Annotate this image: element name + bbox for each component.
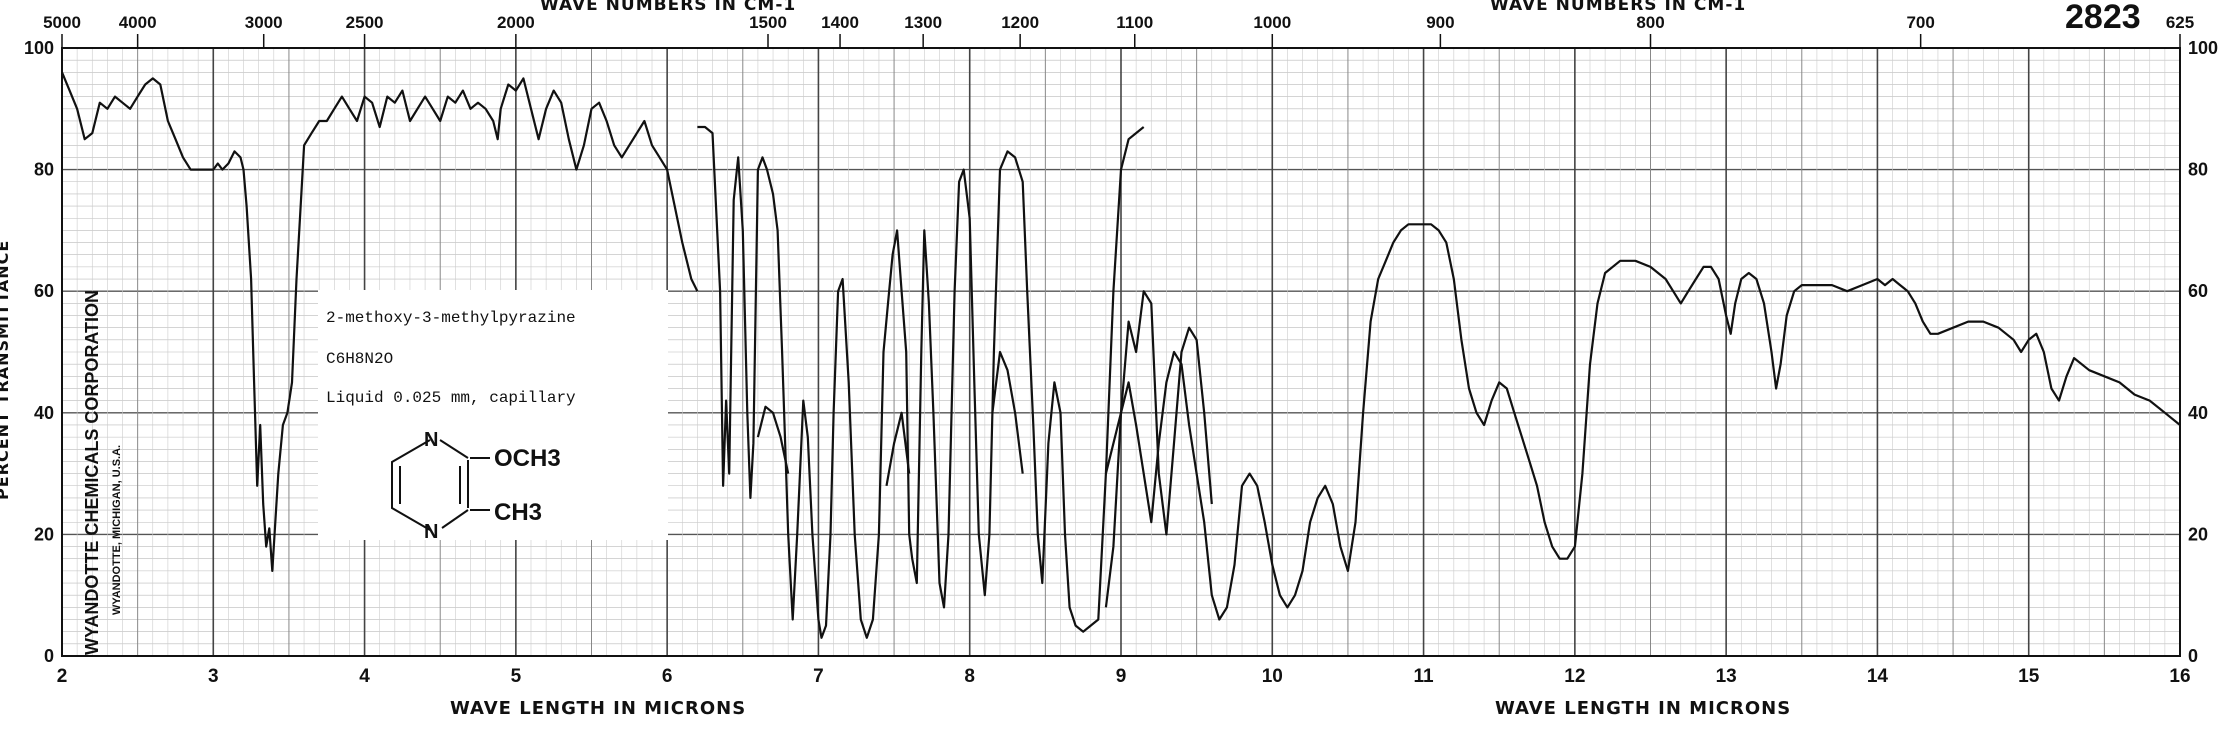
top-tick-label: 2000 xyxy=(497,13,535,32)
x-tick-label: 14 xyxy=(1867,666,1889,687)
top-tick-label: 1000 xyxy=(1253,13,1291,32)
top-axis-ticks: 5000 4000 3000 2500 2000 1500 1400 1300 1200 1100… xyxy=(43,13,2194,48)
x-tick-label: 16 xyxy=(2169,666,2190,687)
sample-conditions: Liquid 0.025 mm, capillary xyxy=(326,389,576,407)
sample-box-background xyxy=(318,290,668,540)
y-tick-label-left: 100 xyxy=(24,38,54,58)
ring-left-bonds xyxy=(391,439,431,531)
x-tick-label: 15 xyxy=(2018,666,2040,687)
y-tick-label-right: 40 xyxy=(2188,403,2208,423)
x-tick-label: 7 xyxy=(813,666,824,687)
spectrum-trace-secondary xyxy=(1104,290,1213,608)
top-tick-label: 800 xyxy=(1636,13,1664,32)
top-tick-label: 1300 xyxy=(904,13,942,32)
top-tick-label: 3000 xyxy=(245,13,283,32)
top-tick-label: 1400 xyxy=(821,13,859,32)
left-axis-ticks: 0 20 40 60 80 100 xyxy=(24,38,54,666)
ring-top-right-bond xyxy=(439,439,469,459)
x-tick-label: 13 xyxy=(1716,666,1737,687)
spectrum-trace-main xyxy=(60,71,699,572)
spectrum-trace-main xyxy=(697,125,1145,639)
top-tick-label: 1100 xyxy=(1116,13,1153,32)
manufacturer-location: WYANDOTTE, MICHIGAN, U.S.A. xyxy=(111,445,123,615)
structure-och3: OCH3 xyxy=(494,445,561,472)
x-tick-label: 10 xyxy=(1262,666,1283,687)
x-tick-label: 5 xyxy=(511,666,522,687)
top-tick-label: 625 xyxy=(2166,13,2194,32)
y-tick-label-left: 40 xyxy=(34,403,54,423)
x-tick-label: 8 xyxy=(964,666,975,687)
top-axis-label-right: WAVE NUMBERS IN CM-1 xyxy=(1490,0,1746,15)
top-tick-label: 1200 xyxy=(1001,13,1039,32)
y-tick-label-right: 60 xyxy=(2188,281,2208,301)
sample-info-box: 2-methoxy-3-methylpyrazine C6H8N2O Liqui… xyxy=(318,290,668,543)
pyrazine-structure xyxy=(391,439,490,531)
top-tick-label: 4000 xyxy=(119,13,157,32)
bottom-axis-label: WAVE LENGTH IN MICRONS xyxy=(450,698,746,719)
y-tick-label-right: 100 xyxy=(2188,38,2218,58)
top-tick-label: 1500 xyxy=(749,13,787,32)
spectrum-trace-secondary xyxy=(885,411,911,486)
spectrum-trace-secondary xyxy=(756,405,790,474)
y-tick-label-right: 80 xyxy=(2188,160,2208,180)
x-tick-label: 11 xyxy=(1414,666,1435,687)
x-tick-label: 3 xyxy=(208,666,219,687)
top-tick-label: 5000 xyxy=(43,13,81,32)
manufacturer-name: WYANDOTTE CHEMICALS CORPORATION xyxy=(82,290,102,655)
manufacturer-stamp: WYANDOTTE CHEMICALS CORPORATION WYANDOTT… xyxy=(82,290,123,655)
x-tick-label: 2 xyxy=(57,666,68,687)
y-tick-label-left: 80 xyxy=(34,160,54,180)
spectrum-trace-main xyxy=(1104,223,2181,621)
spectrum-traces xyxy=(60,71,2181,639)
x-tick-label: 4 xyxy=(359,666,370,687)
top-tick-label: 900 xyxy=(1426,13,1454,32)
structure-n-bottom: N xyxy=(424,521,438,543)
top-tick-label: 2500 xyxy=(346,13,384,32)
y-tick-label-right: 20 xyxy=(2188,524,2208,544)
y-tick-label-left: 0 xyxy=(44,646,54,666)
y-tick-label-left: 20 xyxy=(34,524,54,544)
y-tick-label-right: 0 xyxy=(2188,646,2198,666)
plot-frame xyxy=(61,47,2181,657)
x-tick-label: 6 xyxy=(662,666,673,687)
x-tick-label: 12 xyxy=(1564,666,1585,687)
y-tick-label-left: 60 xyxy=(34,281,54,301)
top-axis-label: WAVE NUMBERS IN CM-1 xyxy=(540,0,796,15)
spectrum-trace-secondary xyxy=(991,350,1024,474)
chart-number: 2823 xyxy=(2065,0,2141,36)
sample-name: 2-methoxy-3-methylpyrazine xyxy=(326,309,576,327)
top-tick-label: 700 xyxy=(1906,13,1934,32)
structure-ch3: CH3 xyxy=(494,499,542,526)
bottom-axis-ticks: 2 3 4 5 6 7 8 9 10 11 12 13 14 15 16 xyxy=(57,666,2191,687)
right-axis-ticks: 0 20 40 60 80 100 xyxy=(2188,38,2218,666)
y-axis-label: PERCENT TRANSMITTANCE xyxy=(0,240,12,500)
sample-formula: C6H8N2O xyxy=(326,350,393,368)
bottom-axis-label-right: WAVE LENGTH IN MICRONS xyxy=(1495,698,1791,719)
structure-n-top: N xyxy=(424,429,438,451)
x-tick-label: 9 xyxy=(1116,666,1127,687)
ring-bottom-right-bond xyxy=(441,509,469,529)
